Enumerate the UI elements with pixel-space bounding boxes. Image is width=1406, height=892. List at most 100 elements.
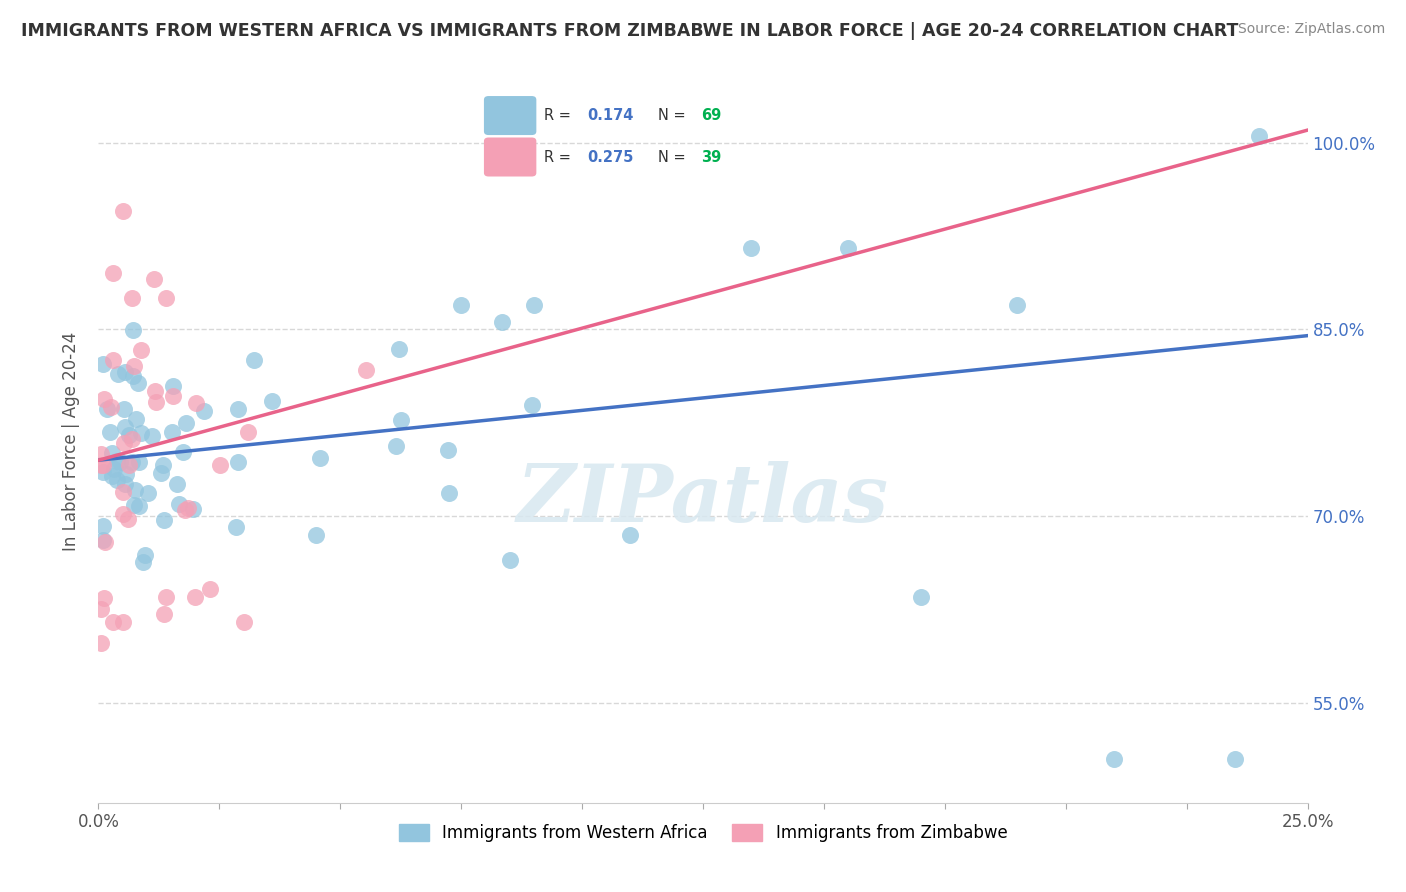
Point: [198, 582, 221, 596]
Point: [121, 455, 143, 469]
Point: [740, 242, 762, 256]
Point: [111, 615, 134, 629]
Point: [131, 343, 153, 358]
Point: [523, 297, 546, 311]
Point: [114, 477, 136, 491]
Point: [100, 400, 122, 414]
Point: [174, 416, 197, 430]
Point: [114, 365, 136, 379]
Point: [131, 425, 153, 440]
Point: [96, 402, 118, 417]
Point: [520, 398, 543, 412]
Point: [1007, 297, 1029, 311]
Point: [118, 458, 141, 472]
Point: [143, 384, 166, 399]
Point: [91, 358, 114, 372]
Point: [177, 501, 200, 516]
Point: [93, 591, 115, 605]
Point: [498, 553, 520, 567]
Point: [128, 499, 150, 513]
Point: [128, 455, 150, 469]
Point: [437, 486, 460, 500]
Point: [309, 451, 332, 466]
Point: [160, 425, 183, 439]
Point: [184, 591, 207, 605]
Point: [112, 508, 135, 522]
Point: [242, 353, 264, 368]
Point: [193, 404, 215, 418]
Point: [107, 368, 129, 382]
Point: [385, 439, 408, 453]
Point: [172, 445, 194, 459]
Point: [122, 323, 145, 337]
Point: [118, 428, 141, 442]
Point: [90, 636, 112, 650]
Point: [101, 353, 124, 368]
Point: [114, 419, 136, 434]
Point: [136, 486, 159, 500]
Point: [90, 602, 112, 616]
Point: [94, 535, 117, 549]
Point: [388, 343, 411, 357]
Point: [184, 396, 207, 410]
Point: [1249, 129, 1271, 144]
Point: [225, 520, 247, 534]
Point: [101, 266, 124, 280]
Point: [149, 466, 172, 480]
Point: [226, 402, 249, 417]
Point: [91, 533, 114, 548]
Point: [1223, 752, 1246, 766]
Point: [110, 455, 132, 469]
Text: Source: ZipAtlas.com: Source: ZipAtlas.com: [1237, 22, 1385, 37]
Point: [152, 458, 174, 472]
Point: [153, 513, 176, 527]
Point: [121, 432, 143, 446]
Point: [209, 458, 232, 472]
Point: [101, 615, 124, 629]
Point: [134, 548, 156, 562]
Point: [837, 242, 859, 256]
Point: [93, 392, 115, 406]
Point: [437, 442, 460, 457]
Point: [124, 359, 146, 373]
Point: [121, 291, 143, 305]
Point: [105, 454, 128, 468]
Point: [155, 591, 177, 605]
Point: [145, 394, 167, 409]
Point: [101, 446, 124, 460]
Point: [174, 502, 197, 516]
Point: [391, 413, 413, 427]
Point: [91, 458, 114, 472]
Point: [115, 467, 138, 482]
Point: [619, 528, 641, 542]
Point: [124, 483, 146, 497]
Point: [491, 315, 513, 329]
Point: [122, 498, 145, 512]
Point: [305, 528, 328, 542]
Point: [112, 436, 135, 450]
Point: [910, 591, 932, 605]
Point: [100, 468, 122, 483]
Point: [162, 389, 184, 403]
Point: [112, 401, 135, 416]
Point: [91, 519, 114, 533]
Text: ZIPatlas: ZIPatlas: [517, 460, 889, 538]
Point: [111, 485, 134, 500]
Point: [122, 369, 145, 384]
Point: [450, 297, 472, 311]
Point: [262, 394, 284, 409]
Point: [153, 607, 176, 621]
Point: [117, 512, 139, 526]
Point: [232, 615, 254, 629]
Point: [90, 458, 112, 472]
Point: [98, 425, 121, 439]
Point: [162, 378, 184, 392]
Point: [91, 465, 114, 479]
Point: [155, 291, 177, 305]
Point: [111, 204, 134, 219]
Y-axis label: In Labor Force | Age 20-24: In Labor Force | Age 20-24: [62, 332, 80, 551]
Point: [90, 447, 112, 461]
Point: [141, 429, 163, 443]
Legend: Immigrants from Western Africa, Immigrants from Zimbabwe: Immigrants from Western Africa, Immigran…: [392, 817, 1014, 848]
Point: [236, 425, 259, 439]
